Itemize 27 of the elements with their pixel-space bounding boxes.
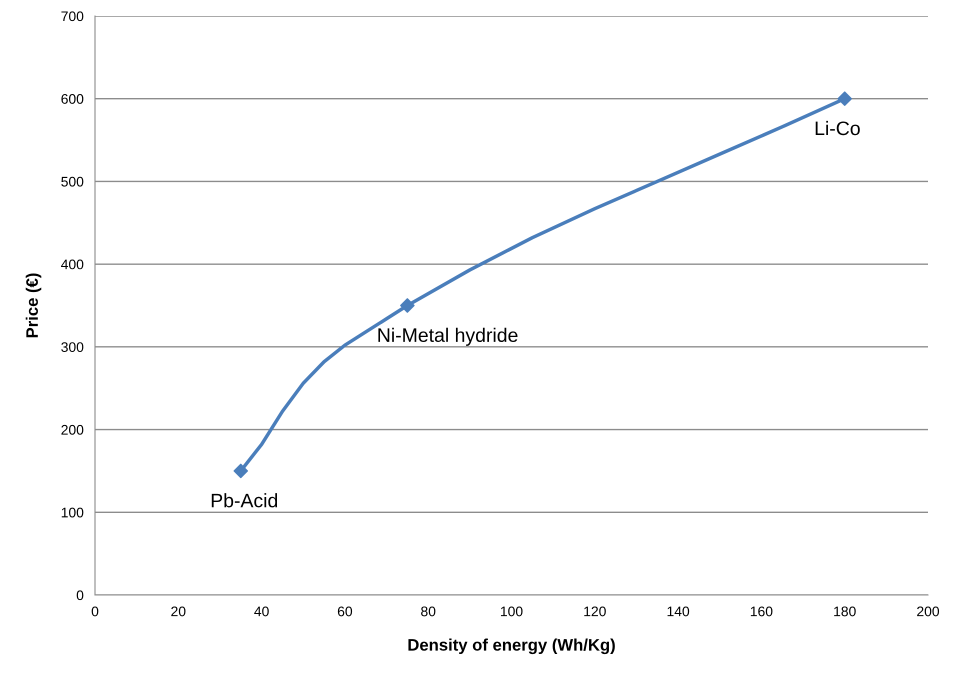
- y-tick-label: 600: [61, 94, 84, 104]
- x-tick-label: 180: [834, 606, 856, 616]
- y-tick-label: 200: [61, 424, 84, 435]
- annotation: Li-Co: [816, 120, 860, 136]
- y-tick-label: 500: [61, 176, 84, 187]
- y-tick-label: 0: [76, 590, 84, 600]
- x-tick-label: 120: [584, 606, 606, 616]
- x-tick-label: 200: [917, 606, 940, 616]
- annotation: Ni-Metal hydride: [378, 328, 518, 346]
- point: [233, 464, 248, 478]
- x-tick-label: 20: [171, 606, 186, 616]
- x-tick-label: 60: [338, 606, 352, 616]
- x-tick-label: 0: [92, 606, 98, 616]
- x-tick-label: 40: [254, 606, 269, 616]
- x-tick-label: 80: [421, 606, 436, 616]
- y-axis-title: Price (€): [26, 273, 42, 338]
- x-tick-label: 100: [500, 606, 523, 616]
- point: [837, 91, 852, 106]
- y-tick-label: 700: [61, 11, 84, 22]
- y-tick-label: 100: [62, 508, 84, 518]
- x-tick-label: 140: [668, 606, 690, 616]
- y-tick-label: 400: [61, 259, 84, 270]
- point: [400, 298, 415, 313]
- x-tick-label: 160: [750, 606, 772, 616]
- annotation: Pb-Acid: [212, 493, 278, 508]
- y-tick-label: 300: [61, 342, 84, 352]
- x-axis-title: Density of energy (Wh/Kg): [408, 638, 615, 654]
